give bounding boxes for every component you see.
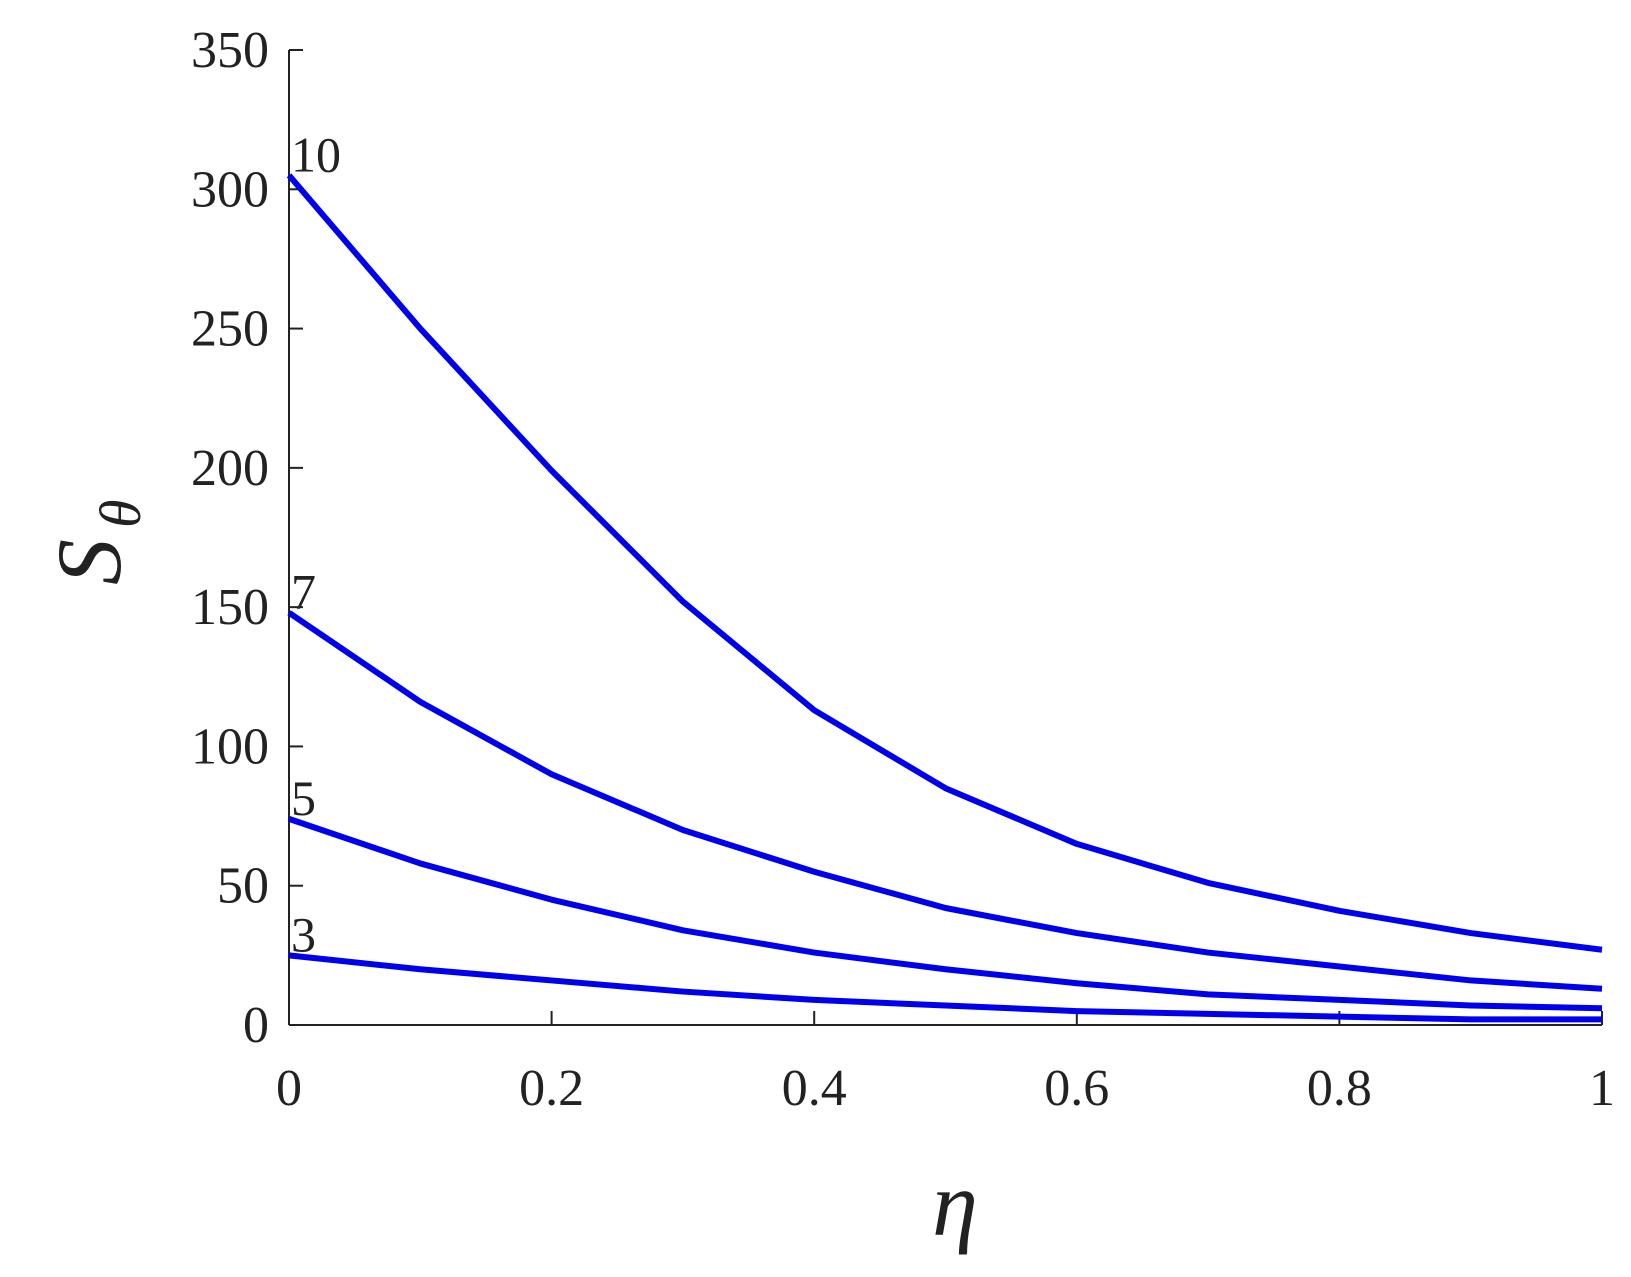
x-tick-label: 0.4 bbox=[782, 1060, 847, 1117]
y-tick-label: 100 bbox=[191, 718, 269, 775]
y-axis-label-group: S θ bbox=[38, 500, 153, 586]
y-tick-label: 50 bbox=[217, 858, 269, 915]
y-tick-label: 300 bbox=[191, 161, 269, 218]
line-series bbox=[288, 816, 1603, 1012]
x-axis-label: η bbox=[932, 1153, 978, 1255]
x-tick-label: 0.2 bbox=[519, 1060, 584, 1117]
y-tick-label: 250 bbox=[191, 301, 269, 358]
x-tick-label: 0.6 bbox=[1044, 1060, 1109, 1117]
series-label: 7 bbox=[291, 564, 316, 620]
line-series bbox=[286, 173, 1603, 953]
x-tick-label: 0.8 bbox=[1307, 1060, 1372, 1117]
y-tick-label: 350 bbox=[191, 22, 269, 79]
series-label: 5 bbox=[291, 770, 316, 826]
y-axis-label: S bbox=[38, 539, 140, 585]
series-label: 3 bbox=[291, 906, 316, 962]
line-series bbox=[288, 952, 1602, 1023]
series-label: 10 bbox=[291, 126, 341, 182]
y-tick-label: 0 bbox=[243, 997, 269, 1054]
y-axis-label-subscript: θ bbox=[88, 500, 153, 529]
x-tick-label: 0 bbox=[276, 1060, 302, 1117]
x-tick-label: 1 bbox=[1589, 1060, 1615, 1117]
y-tick-label: 200 bbox=[191, 440, 269, 497]
line-series bbox=[287, 610, 1603, 992]
y-tick-label: 150 bbox=[191, 579, 269, 636]
